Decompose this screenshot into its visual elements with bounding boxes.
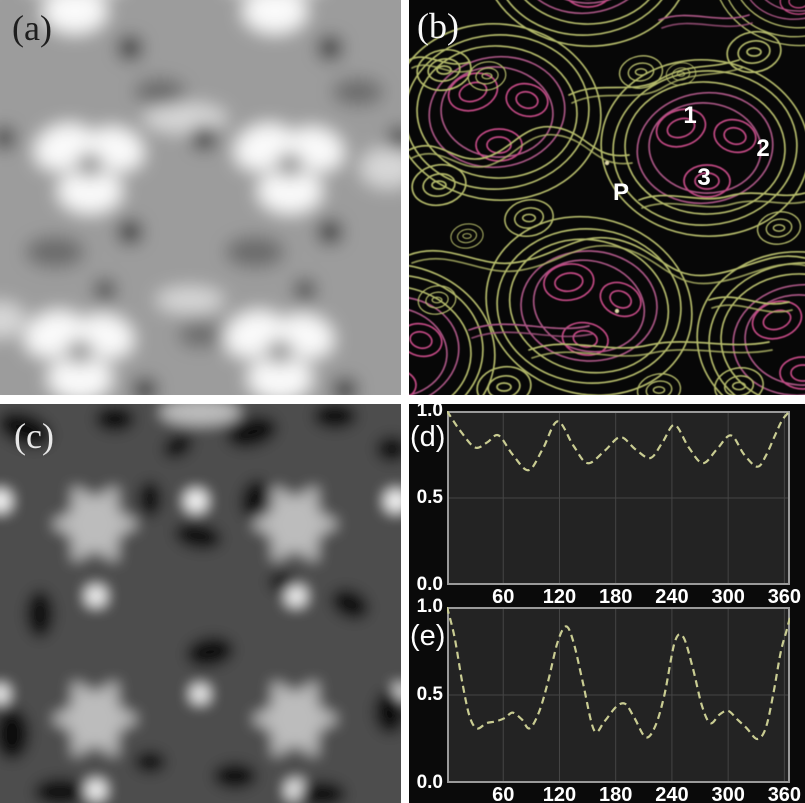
chart-d: (d) 0.0 0.5 1.0 60 120 180 240 300 360	[409, 404, 805, 608]
x-tick-label: 60	[492, 586, 515, 608]
x-tick-label: 240	[655, 586, 689, 608]
panel-c: (c)	[0, 404, 401, 803]
contour-annotation-3: 3	[697, 164, 711, 191]
contour-annotation-1: 1	[683, 102, 697, 129]
chart-e-svg	[447, 607, 790, 783]
grayscale-image-a	[0, 0, 401, 395]
x-tick-label: 300	[711, 586, 745, 608]
chart-e-plot-area	[447, 607, 790, 783]
contour-annotation-P: P	[612, 179, 630, 206]
y-tick-label: 0.0	[416, 772, 443, 793]
y-tick-label: 1.0	[416, 596, 443, 617]
chart-d-svg	[447, 411, 790, 585]
panel-d-label: (d)	[410, 421, 446, 453]
panel-e-label: (e)	[410, 620, 446, 652]
y-tick-label: 1.0	[416, 404, 443, 421]
x-tick-label: 240	[655, 784, 689, 803]
x-tick-label: 300	[711, 784, 745, 803]
y-tick-label: 0.5	[416, 487, 443, 508]
x-tick-label: 180	[599, 784, 633, 803]
panel-a: (a)	[0, 0, 401, 395]
x-tick-label: 180	[599, 586, 633, 608]
y-tick-label: 0.5	[416, 684, 443, 705]
intensity-profile-d-curve	[447, 411, 790, 472]
panel-c-label: (c)	[14, 416, 54, 456]
panel-b-label: (b)	[417, 6, 459, 46]
chart-e: (e) 0.0 0.5 1.0 60 120 180 240 300 360	[409, 596, 805, 803]
chart-d-plot-area	[447, 411, 790, 585]
intensity-profile-e-curve	[447, 607, 790, 741]
contour-map-art	[409, 0, 805, 395]
grayscale-image-c	[0, 404, 401, 803]
x-tick-label: 120	[542, 784, 577, 803]
x-tick-label: 360	[767, 586, 802, 608]
panel-a-label: (a)	[12, 8, 52, 48]
x-tick-label: 120	[542, 586, 577, 608]
contour-annotation-2: 2	[756, 135, 770, 162]
plot-frame	[447, 411, 790, 585]
x-tick-label: 60	[492, 784, 515, 803]
y-tick-label: 0.0	[416, 574, 443, 595]
x-tick-label: 360	[767, 784, 802, 803]
panel-de: (d) 0.0 0.5 1.0 60 120 180 240 300 360 (e) 0.0 0.…	[409, 404, 805, 803]
panel-b: (b) 1 2 3 P	[409, 0, 805, 395]
plot-frame	[447, 607, 790, 783]
